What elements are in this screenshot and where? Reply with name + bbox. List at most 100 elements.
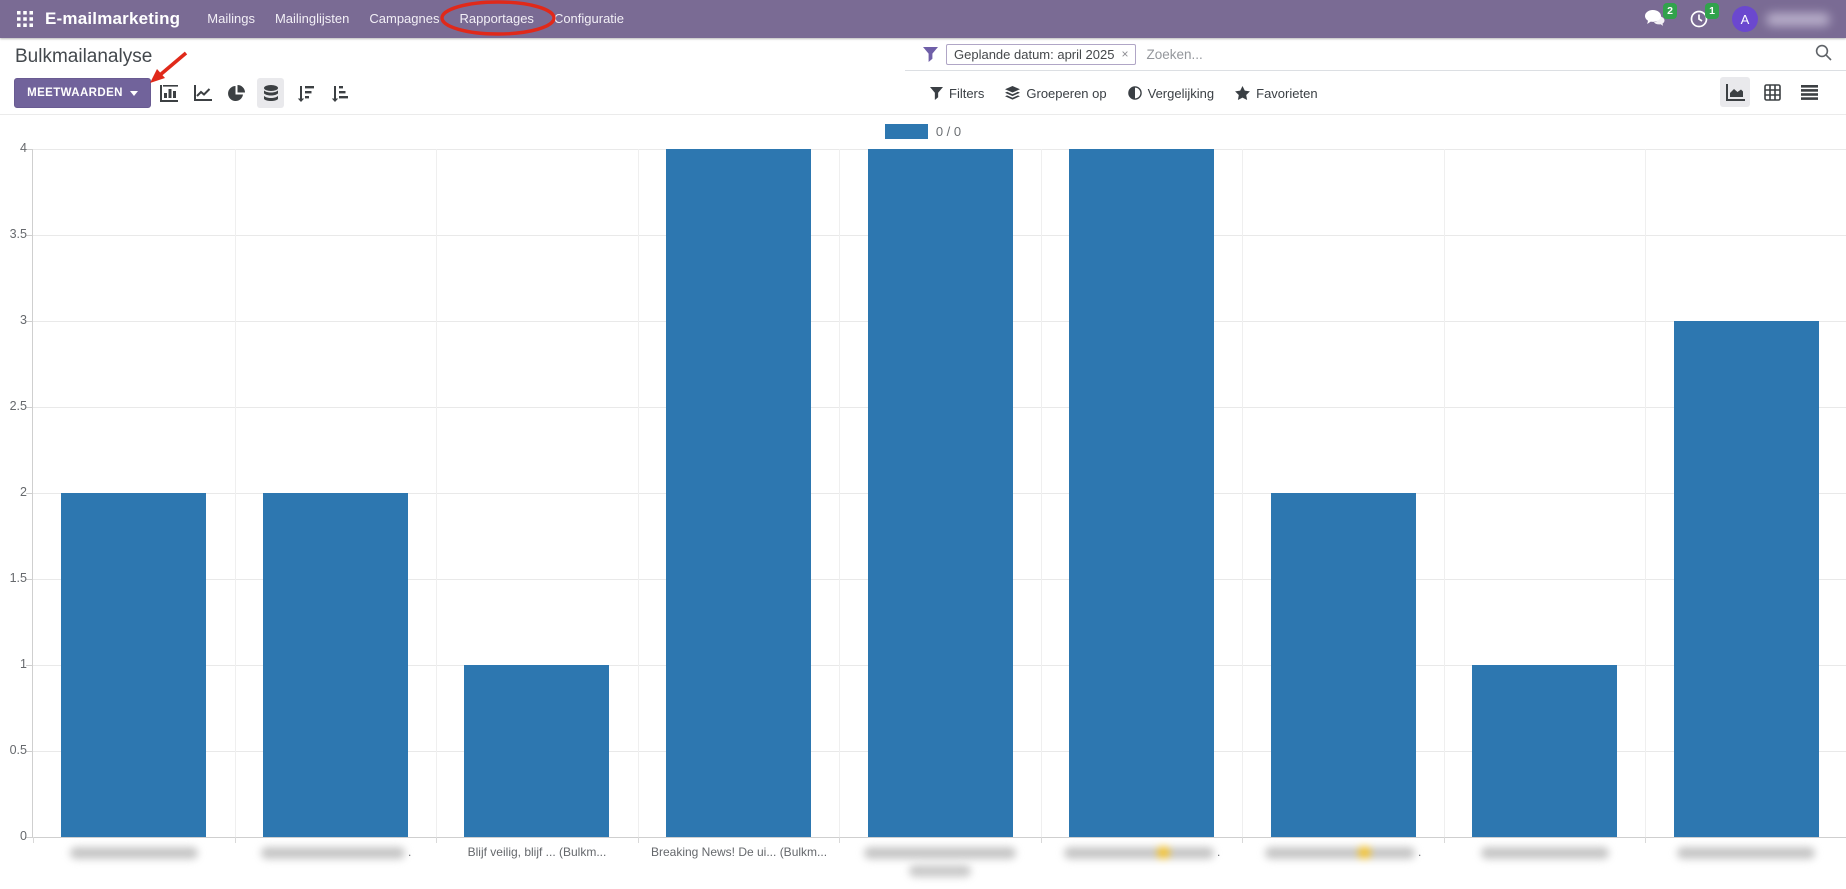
- bar[interactable]: [666, 149, 811, 837]
- activities-button[interactable]: 1: [1690, 3, 1719, 28]
- x-axis-label-redacted: [260, 846, 405, 859]
- bar[interactable]: [1674, 321, 1819, 837]
- menu-rapportages[interactable]: Rapportages: [459, 11, 534, 26]
- chart-type-toolbar: [155, 78, 352, 108]
- y-tick-label: 4: [20, 141, 27, 155]
- graph-view-button[interactable]: [1720, 77, 1750, 107]
- legend-swatch[interactable]: [884, 124, 928, 139]
- x-axis-label: .: [235, 845, 437, 861]
- filters-label: Filters: [949, 85, 985, 101]
- y-tick-label: 3.5: [9, 227, 27, 241]
- bar[interactable]: [868, 149, 1013, 837]
- filters-menu[interactable]: Filters: [930, 86, 984, 101]
- user-name-redacted: [1766, 12, 1830, 26]
- gridline-v: [1242, 149, 1243, 837]
- sort-descending-button[interactable]: [291, 78, 318, 108]
- y-tick-label: 0.5: [9, 743, 27, 757]
- comparison-menu[interactable]: Vergelijking: [1127, 85, 1215, 101]
- bar[interactable]: [61, 493, 206, 837]
- y-tick-label: 0: [20, 829, 27, 843]
- favorites-label: Favorieten: [1256, 85, 1318, 101]
- area-chart-icon: [1725, 83, 1745, 101]
- sort-desc-icon: [297, 85, 314, 102]
- measures-label: MEETWAARDEN: [27, 87, 123, 99]
- search-options-bar: Filters Groeperen op Vergelijking: [930, 78, 1318, 108]
- gridline-v: [839, 149, 840, 837]
- bar-chart-icon: [159, 84, 178, 102]
- y-tick-mark: [26, 493, 33, 494]
- list-view-button[interactable]: [1794, 77, 1824, 107]
- bar[interactable]: [1271, 493, 1416, 837]
- star-icon: [1235, 86, 1251, 100]
- gridline-v: [1645, 149, 1646, 837]
- view-switcher: [1720, 76, 1824, 108]
- comparison-label: Vergelijking: [1147, 85, 1215, 101]
- x-tick-mark: [1041, 837, 1042, 843]
- stacked-toggle-button[interactable]: [257, 78, 284, 108]
- menu-configuratie[interactable]: Configuratie: [553, 11, 625, 26]
- measures-button[interactable]: MEETWAARDEN: [14, 78, 151, 108]
- x-tick-mark: [436, 837, 437, 843]
- y-tick-label: 3: [20, 313, 27, 327]
- y-tick-mark: [26, 837, 33, 838]
- pie-chart-button[interactable]: [223, 78, 250, 108]
- groupby-menu[interactable]: Groeperen op: [1005, 86, 1107, 101]
- x-axis-label: Blijf veilig, blijf ... (Bulkm...: [467, 845, 607, 859]
- bar-chart-button[interactable]: [155, 78, 182, 108]
- menu-mailings[interactable]: Mailings: [207, 11, 255, 26]
- x-axis-label: .: [1242, 845, 1444, 861]
- bar[interactable]: [464, 665, 609, 837]
- x-axis-label: [839, 845, 1041, 877]
- page-title: Bulkmailanalyse: [15, 46, 153, 67]
- line-chart-button[interactable]: [189, 78, 216, 108]
- y-tick-mark: [26, 321, 33, 322]
- gridline-v: [436, 149, 437, 837]
- search-icon[interactable]: [1815, 44, 1832, 64]
- y-tick-mark: [26, 235, 33, 236]
- emoji-icon: [1156, 845, 1170, 859]
- database-icon: [263, 84, 278, 101]
- bar[interactable]: [1069, 149, 1214, 837]
- menu-campagnes[interactable]: Campagnes: [369, 11, 440, 26]
- activities-badge: 1: [1705, 3, 1719, 19]
- y-tick-mark: [26, 751, 33, 752]
- x-axis-label: [33, 845, 235, 861]
- x-axis-label-redacted: [1264, 845, 1415, 859]
- x-tick-mark: [1444, 837, 1445, 843]
- y-tick-label: 1.5: [9, 571, 27, 585]
- x-axis-label-redacted: [70, 846, 198, 859]
- sort-ascending-button[interactable]: [325, 78, 352, 108]
- contrast-icon: [1127, 86, 1142, 100]
- y-tick-label: 2: [20, 485, 27, 499]
- x-axis-label-redacted: [1481, 846, 1609, 859]
- x-tick-mark: [638, 837, 639, 843]
- gridline-v: [638, 149, 639, 837]
- bar[interactable]: [1472, 665, 1617, 837]
- bar[interactable]: [263, 493, 408, 837]
- app-brand[interactable]: E-mailmarketing: [45, 9, 181, 28]
- facet-remove-icon[interactable]: ×: [1121, 47, 1129, 61]
- legend-label: 0 / 0: [935, 124, 962, 139]
- messages-badge: 2: [1663, 3, 1677, 19]
- search-bar: Geplande datum: april 2025 ×: [905, 38, 1846, 71]
- layers-icon: [1005, 86, 1021, 100]
- pie-chart-icon: [228, 84, 245, 101]
- list-icon: [1800, 84, 1818, 100]
- messages-button[interactable]: 2: [1645, 3, 1677, 28]
- favorites-menu[interactable]: Favorieten: [1235, 85, 1318, 101]
- chart-plot: 0 0.5 1 1.5 2 2.5 3 3.5 4 . Blijf veilig, blijf .…: [10, 141, 1846, 877]
- x-tick-mark: [1645, 837, 1646, 843]
- avatar: A: [1732, 6, 1758, 32]
- user-menu[interactable]: A: [1732, 6, 1830, 32]
- pivot-view-button[interactable]: [1757, 77, 1787, 107]
- menu-mailinglijsten[interactable]: Mailinglijsten: [274, 11, 350, 26]
- x-axis-label: [1645, 845, 1846, 861]
- search-input[interactable]: [1146, 46, 1815, 62]
- apps-grid-icon[interactable]: [16, 10, 34, 28]
- x-axis-label: Breaking News! De ui... (Bulkm...: [650, 845, 828, 859]
- y-tick-label: 1: [20, 657, 27, 671]
- x-axis-label: .: [1041, 845, 1243, 861]
- x-axis-label-redacted: [1063, 845, 1214, 859]
- chart-legend: 0 / 0: [0, 124, 1846, 139]
